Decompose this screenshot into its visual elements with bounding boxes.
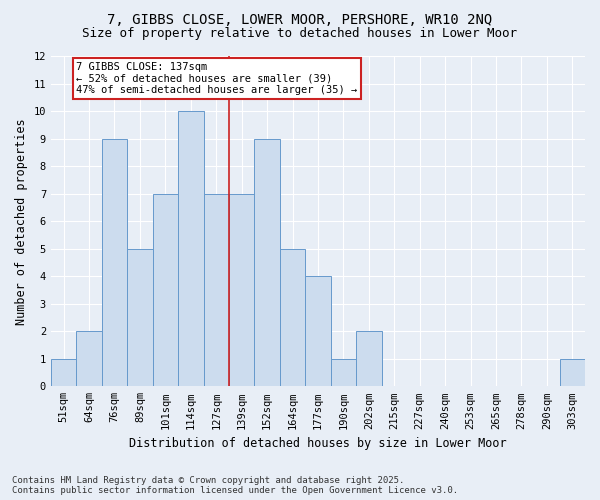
Bar	[560, 359, 585, 386]
Bar	[127, 249, 152, 386]
Bar	[152, 194, 178, 386]
Bar	[203, 194, 229, 386]
Text: 7 GIBBS CLOSE: 137sqm
← 52% of detached houses are smaller (39)
47% of semi-deta: 7 GIBBS CLOSE: 137sqm ← 52% of detached …	[76, 62, 358, 95]
Bar	[102, 139, 127, 386]
Text: 7, GIBBS CLOSE, LOWER MOOR, PERSHORE, WR10 2NQ: 7, GIBBS CLOSE, LOWER MOOR, PERSHORE, WR…	[107, 12, 493, 26]
Bar	[51, 359, 76, 386]
Bar	[305, 276, 331, 386]
Bar	[254, 139, 280, 386]
Bar	[229, 194, 254, 386]
Text: Contains HM Land Registry data © Crown copyright and database right 2025.
Contai: Contains HM Land Registry data © Crown c…	[12, 476, 458, 495]
Bar	[331, 359, 356, 386]
Bar	[356, 332, 382, 386]
Bar	[178, 112, 203, 386]
X-axis label: Distribution of detached houses by size in Lower Moor: Distribution of detached houses by size …	[129, 437, 507, 450]
Y-axis label: Number of detached properties: Number of detached properties	[15, 118, 28, 324]
Text: Size of property relative to detached houses in Lower Moor: Size of property relative to detached ho…	[83, 28, 517, 40]
Bar	[76, 332, 102, 386]
Bar	[280, 249, 305, 386]
